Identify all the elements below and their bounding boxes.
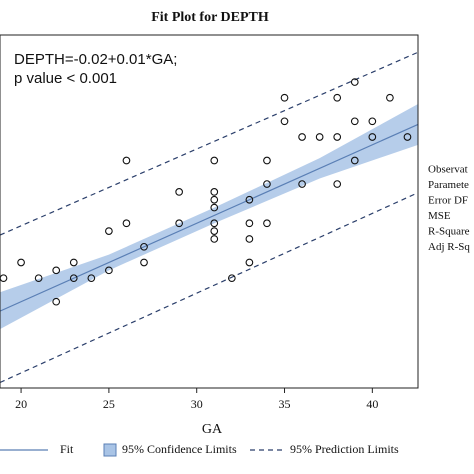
data-point [52,266,61,275]
data-point [386,93,394,102]
data-point [333,180,342,188]
data-point [210,195,219,204]
legend-label: 95% Prediction Limits [290,442,399,456]
data-point [122,219,131,228]
x-tick-label: 20 [15,397,27,411]
data-point [34,274,43,283]
data-point [403,133,412,141]
data-point [175,188,183,196]
data-point [245,235,254,243]
stats-label: R-Square [428,226,470,238]
data-point [350,78,359,86]
stats-label: MSE [428,210,451,222]
data-point [175,219,183,228]
data-point [69,258,78,267]
x-tick-label: 40 [366,397,378,411]
data-point [52,297,61,306]
data-point [122,156,131,165]
prediction-limit [0,192,418,384]
stats-label: Paramete [428,179,469,191]
data-point [263,219,271,228]
stats-label: Error DF [428,195,468,207]
data-point [140,258,148,267]
x-tick-label: 30 [191,397,203,411]
fit-line [0,123,418,312]
data-point [350,156,359,165]
data-point [245,195,254,204]
data-point [0,274,8,283]
x-tick-label: 35 [279,397,291,411]
data-point [298,133,306,141]
data-point [210,156,219,165]
data-point [210,219,219,228]
data-point [350,117,359,126]
plot-area [0,51,418,384]
data-point [227,274,236,283]
data-point [298,180,306,188]
x-axis-label: GA [202,422,223,437]
data-point [87,274,96,283]
data-point [280,117,289,126]
data-point [280,93,289,102]
chart-title: Fit Plot for DEPTH [151,10,269,25]
data-point [368,133,377,141]
annotation: p value < 0.001 [14,70,117,87]
x-tick-label: 25 [103,397,115,411]
data-point [263,156,271,165]
stats-label: Adj R-Sq [428,241,470,253]
stats-label: Observat [428,164,468,176]
data-point [210,203,219,212]
prediction-limit [0,51,418,236]
data-point [263,180,271,188]
data-point [210,188,219,196]
data-point [333,93,342,102]
data-point [105,266,113,275]
data-point [140,242,148,251]
data-point [69,274,78,283]
data-point [210,227,219,235]
plot-frame [0,34,419,389]
legend-band-swatch [103,443,117,457]
data-point [245,219,254,228]
annotation: DEPTH=-0.02+0.01*GA; [14,51,177,68]
data-point [105,227,113,235]
confidence-band [0,104,418,330]
data-point [333,133,342,141]
data-point [368,117,377,126]
legend-label: Fit [60,442,74,456]
data-point [245,258,254,267]
data-point [210,235,219,243]
data-point [315,133,324,141]
legend-label: 95% Confidence Limits [122,442,237,456]
data-point [17,258,25,267]
